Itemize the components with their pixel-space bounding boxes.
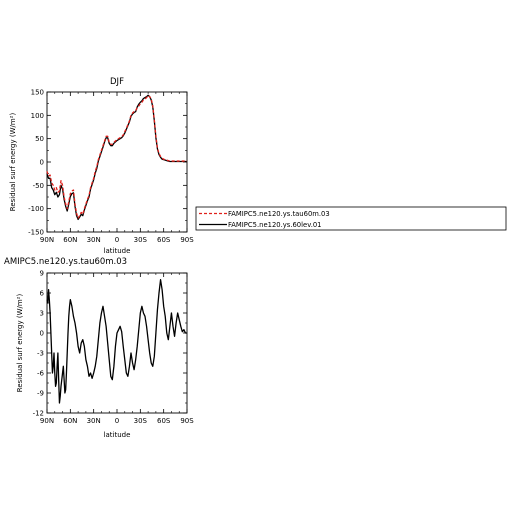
top-y-tick-label: -50 — [33, 182, 44, 190]
top-x-tick-label: 30S — [134, 236, 148, 244]
bottom-y-tick-label: -3 — [37, 350, 44, 358]
bottom-panel: AMIPC5.ne120.ys.tau60m.03 Residual surf … — [4, 257, 194, 439]
bottom-x-tick-label: 30N — [87, 417, 101, 425]
bottom-x-tick-label: 60S — [157, 417, 171, 425]
bottom-y-tick-label: 6 — [40, 290, 45, 298]
top-y-tick-label: 150 — [31, 89, 44, 97]
top-x-tick-label: 60S — [157, 236, 171, 244]
bottom-x-tick-label: 90N — [40, 417, 54, 425]
bottom-x-axis-label: latitude — [104, 431, 131, 439]
bottom-y-axis-label: Residual surf energy (W/m²) — [16, 294, 24, 393]
top-x-axis-label: latitude — [104, 247, 131, 255]
top-plot-area: 90N 60N 30N 0 30S 60S 90S 150 100 50 0 -50 -100 -150 — [28, 89, 194, 245]
bottom-series-line-0 — [46, 279, 187, 404]
bottom-y-tick-label: 3 — [40, 310, 44, 318]
bottom-y-tick-label: -12 — [33, 410, 44, 418]
legend: FAMIPC5.ne120.ys.tau60m.03 FAMIPC5.ne120… — [195, 206, 507, 231]
top-y-tick-label: -100 — [28, 205, 44, 213]
bottom-chart-title: AMIPC5.ne120.ys.tau60m.03 — [4, 257, 127, 267]
top-series-line-0 — [46, 95, 187, 219]
top-x-tick-label: 90S — [180, 236, 194, 244]
bottom-x-tick-label: 0 — [115, 417, 119, 425]
top-y-axis-label: Residual surf energy (W/m²) — [9, 113, 17, 212]
bottom-y-tick-label: 9 — [40, 270, 44, 278]
top-series-line-1 — [46, 94, 187, 221]
top-panel: DJF Residual surf energy (W/m²) latitude… — [9, 77, 194, 255]
top-y-tick-label: 100 — [31, 112, 44, 120]
legend-box — [195, 206, 507, 231]
top-x-tick-label: 60N — [63, 236, 77, 244]
top-chart-title: DJF — [110, 77, 124, 87]
top-y-tick-label: -150 — [28, 229, 44, 237]
top-x-tick-label: 30N — [87, 236, 101, 244]
top-y-tick-label: 0 — [40, 159, 44, 167]
bottom-y-tick-label: -9 — [37, 390, 44, 398]
bottom-y-tick-label: 0 — [40, 330, 44, 338]
bottom-x-tick-label: 30S — [134, 417, 148, 425]
top-plot-frame — [46, 91, 188, 233]
bottom-plot-area: 90N 60N 30N 0 30S 60S 90S 9 6 3 0 -3 -6 -9 -12 — [33, 270, 195, 426]
bottom-x-tick-label: 60N — [63, 417, 77, 425]
bottom-x-tick-label: 90S — [180, 417, 194, 425]
bottom-y-tick-label: -6 — [37, 370, 45, 378]
legend-label-1: FAMIPC5.ne120.ys.60lev.01 — [228, 221, 322, 229]
top-x-tick-label: 90N — [40, 236, 54, 244]
top-x-tick-label: 0 — [115, 236, 119, 244]
legend-label-0: FAMIPC5.ne120.ys.tau60m.03 — [228, 210, 330, 218]
top-y-tick-label: 50 — [35, 135, 44, 143]
